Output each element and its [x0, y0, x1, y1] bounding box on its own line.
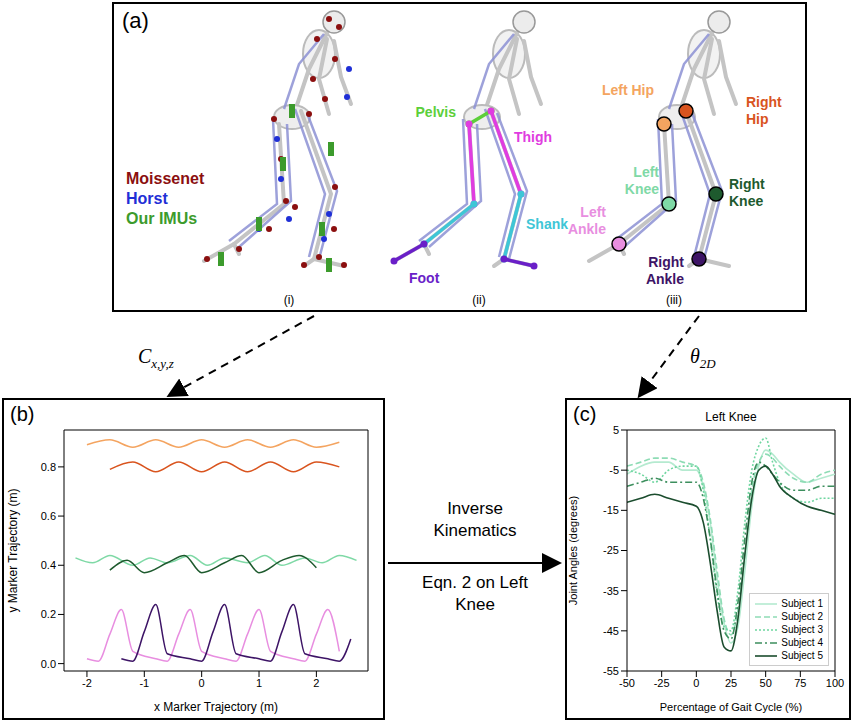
html-text:Left Knee: Left Knee [705, 410, 757, 424]
html-text:Subject 3: Subject 3 [781, 624, 823, 635]
svg-text:-15: -15 [603, 504, 619, 516]
svg-text:0: 0 [693, 677, 699, 689]
svg-text:75: 75 [794, 677, 806, 689]
svg-text:100: 100 [826, 677, 844, 689]
svg-text:25: 25 [725, 677, 737, 689]
html-text:Pelvis: Pelvis [415, 104, 456, 120]
html-text:Left Hip: Left Hip [601, 82, 654, 98]
svg-text:-25: -25 [654, 677, 670, 689]
html-text:(c): (c) [573, 403, 597, 425]
html-text:(b): (b) [10, 403, 35, 425]
svg-text:-55: -55 [603, 665, 619, 677]
html-text:Subject 2: Subject 2 [781, 611, 823, 622]
html-text:Cx,y,z: Cx,y,z [138, 345, 174, 371]
svg-text:x Marker Trajectory (m): x Marker Trajectory (m) [154, 700, 278, 714]
svg-text:0.2: 0.2 [41, 608, 56, 620]
html-text:Subject 5: Subject 5 [781, 650, 823, 661]
svg-text:(iii): (iii) [666, 293, 682, 307]
svg-text:-45: -45 [603, 625, 619, 637]
html-text:Our IMUs: Our IMUs [126, 210, 198, 227]
html-text:Shank: Shank [526, 216, 568, 232]
svg-text:-5: -5 [609, 464, 619, 476]
svg-text:(i): (i) [284, 293, 295, 307]
svg-text:-1: -1 [139, 677, 149, 689]
html-text:Subject 1: Subject 1 [781, 598, 823, 609]
html-text:θ2D: θ2D [690, 345, 716, 371]
svg-text:0.8: 0.8 [41, 461, 56, 473]
html-text:Thigh: Thigh [514, 129, 553, 145]
html-text:Eqn. 2 on Left Knee: Eqn. 2 on Left Knee [422, 573, 528, 614]
html-text:Right Knee: Right Knee [729, 176, 765, 209]
html-text:Inverse Kinematics: Inverse Kinematics [433, 499, 517, 540]
svg-text:5: 5 [613, 424, 619, 436]
svg-text:0.0: 0.0 [41, 658, 56, 670]
svg-text:Percentage of Gait Cycle (%): Percentage of Gait Cycle (%) [660, 701, 802, 713]
html-text:Left Knee: Left Knee [624, 164, 659, 197]
svg-text:0.6: 0.6 [41, 510, 56, 522]
html-text:(a): (a) [122, 8, 149, 33]
html-text:Right Ankle: Right Ankle [645, 254, 684, 287]
html-text:Foot: Foot [409, 270, 440, 286]
svg-text:-50: -50 [619, 677, 635, 689]
svg-text:-35: -35 [603, 585, 619, 597]
html-text:Left Ankle: Left Ankle [567, 204, 606, 237]
svg-text:-25: -25 [603, 544, 619, 556]
svg-text:(ii): (ii) [472, 293, 485, 307]
svg-text:y Marker Trajectory (m): y Marker Trajectory (m) [6, 488, 20, 612]
html-text:Right Hip: Right Hip [746, 94, 782, 127]
html-text:Subject 4: Subject 4 [781, 637, 823, 648]
svg-text:Joint Angles (degrees): Joint Angles (degrees) [567, 496, 579, 605]
svg-text:1: 1 [256, 677, 262, 689]
svg-text:2: 2 [313, 677, 319, 689]
svg-text:50: 50 [760, 677, 772, 689]
svg-text:-2: -2 [82, 677, 92, 689]
svg-text:0: 0 [199, 677, 205, 689]
html-text:Horst: Horst [126, 190, 168, 207]
html-text:Moissenet: Moissenet [126, 170, 205, 187]
svg-text:0.4: 0.4 [41, 559, 56, 571]
